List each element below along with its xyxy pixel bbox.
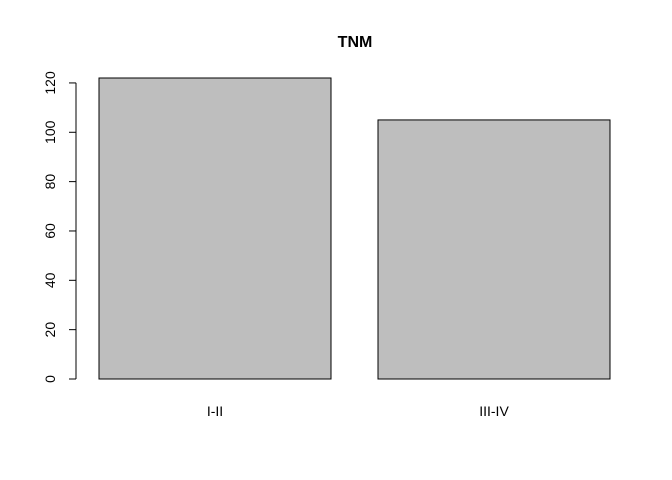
y-tick-label: 60 bbox=[42, 223, 58, 239]
y-tick-label: 40 bbox=[42, 272, 58, 288]
y-axis: 0 20 40 60 80 100 120 bbox=[42, 71, 77, 383]
bar-III-IV bbox=[377, 119, 611, 380]
bars-group bbox=[98, 77, 611, 380]
y-tick-label: 100 bbox=[42, 120, 58, 144]
y-tick-label: 120 bbox=[42, 71, 58, 95]
chart-title: TNM bbox=[338, 34, 373, 51]
bar-I-II bbox=[98, 77, 332, 380]
y-tick-label: 0 bbox=[42, 375, 58, 383]
x-category-label: I-II bbox=[207, 403, 223, 419]
y-tick-label: 80 bbox=[42, 174, 58, 190]
x-axis-labels: I-II III-IV bbox=[207, 403, 510, 419]
x-category-label: III-IV bbox=[479, 403, 509, 419]
y-tick-label: 20 bbox=[42, 322, 58, 338]
